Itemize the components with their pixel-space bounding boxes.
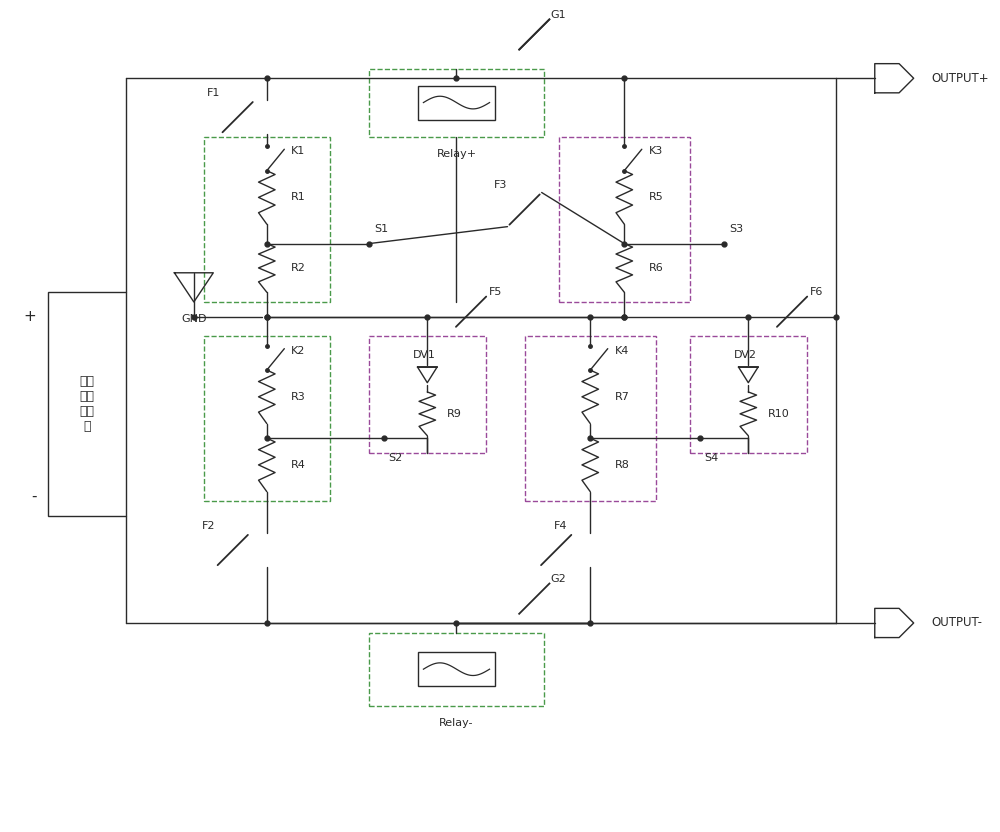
Text: R10: R10 (768, 409, 790, 418)
Text: S1: S1 (374, 224, 388, 234)
Text: F1: F1 (207, 88, 220, 98)
Text: F4: F4 (554, 521, 568, 531)
Text: R6: R6 (649, 263, 663, 273)
Text: F2: F2 (202, 521, 215, 531)
Text: R9: R9 (447, 409, 462, 418)
Text: R7: R7 (615, 392, 629, 402)
Text: S3: S3 (729, 224, 743, 234)
Bar (690, 336, 807, 453)
Text: R3: R3 (291, 392, 306, 402)
Text: K2: K2 (291, 345, 305, 355)
Text: K3: K3 (649, 146, 663, 156)
Text: R1: R1 (291, 192, 306, 202)
Bar (369, 68, 544, 136)
Text: R8: R8 (615, 460, 629, 470)
Text: S4: S4 (705, 453, 719, 463)
Text: F5: F5 (489, 287, 502, 297)
Text: R5: R5 (649, 192, 663, 202)
Text: OUTPUT+: OUTPUT+ (931, 72, 989, 85)
Text: G1: G1 (551, 10, 566, 20)
Bar (418, 86, 495, 120)
Text: 待测
动力
电池
组: 待测 动力 电池 组 (79, 375, 94, 433)
Text: F6: F6 (810, 287, 823, 297)
Bar (48, 292, 126, 516)
Bar (204, 336, 330, 502)
Text: S2: S2 (388, 453, 403, 463)
Text: OUTPUT-: OUTPUT- (931, 617, 982, 630)
Text: DV2: DV2 (734, 350, 757, 360)
Bar (204, 136, 330, 302)
Text: K4: K4 (615, 345, 629, 355)
Text: K1: K1 (291, 146, 305, 156)
Text: Relay+: Relay+ (436, 149, 477, 159)
Text: DV1: DV1 (413, 350, 436, 360)
Text: R4: R4 (291, 460, 306, 470)
Bar (418, 652, 495, 686)
Bar (559, 136, 690, 302)
Text: -: - (31, 489, 36, 504)
Text: G2: G2 (551, 574, 566, 584)
Text: +: + (24, 309, 36, 324)
Bar (369, 336, 486, 453)
Bar (369, 632, 544, 706)
Bar (525, 336, 656, 502)
Text: F3: F3 (494, 181, 507, 191)
Text: Relay-: Relay- (439, 718, 474, 728)
Text: R2: R2 (291, 263, 306, 273)
Text: GND: GND (181, 314, 207, 324)
